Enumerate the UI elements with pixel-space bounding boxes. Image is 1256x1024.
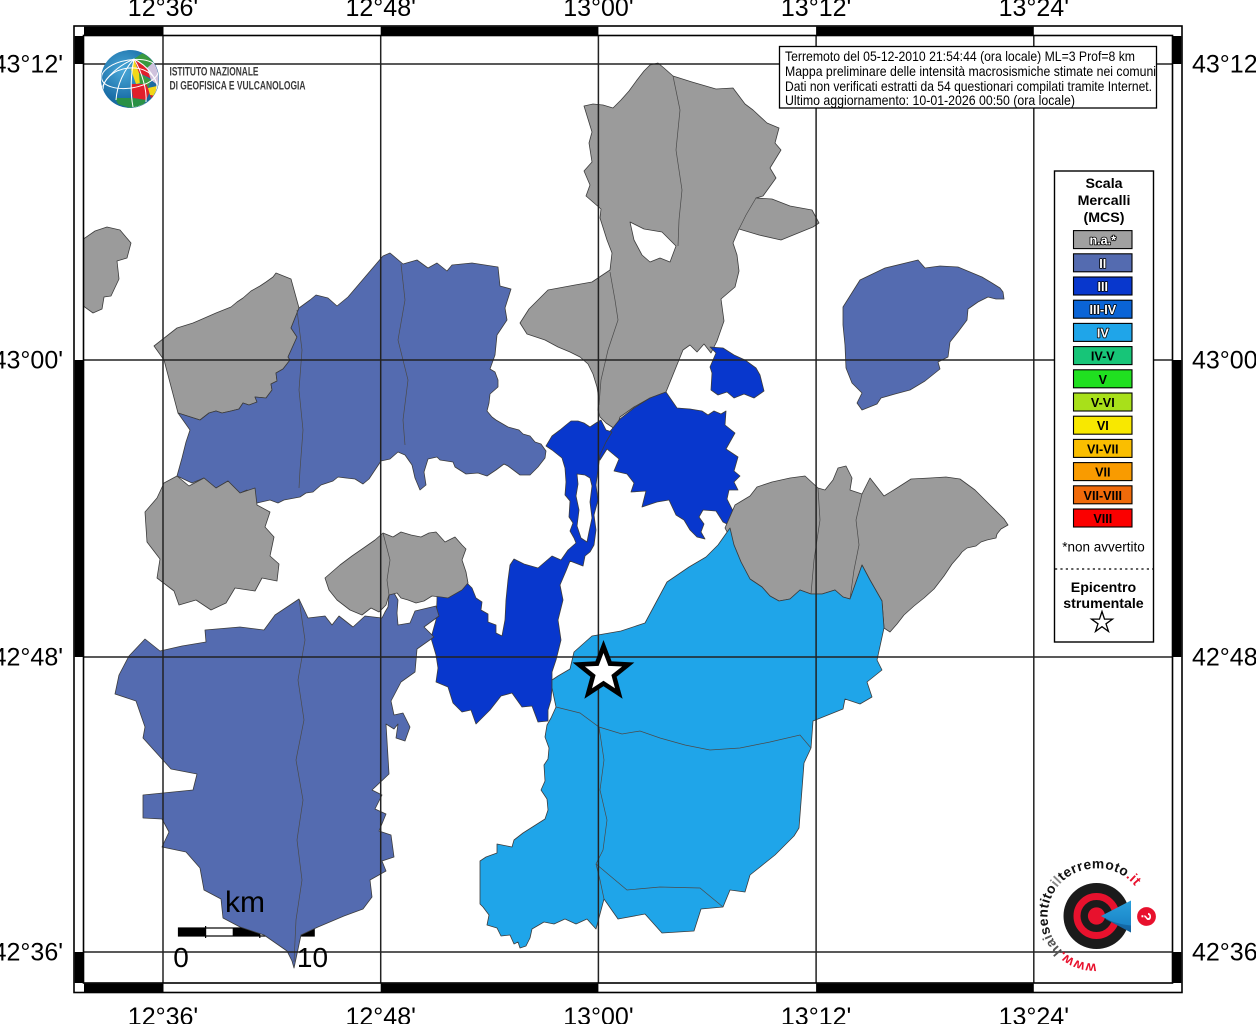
svg-text:12°48': 12°48' [346,0,416,22]
svg-text:Epicentro: Epicentro [1071,580,1137,596]
svg-text:Mercalli: Mercalli [1078,193,1131,209]
svg-text:13°00': 13°00' [563,0,633,22]
svg-text:VII: VII [1095,466,1110,480]
svg-text:12°36': 12°36' [128,1003,198,1024]
svg-text:Ultimo aggiornamento: 10-01-20: Ultimo aggiornamento: 10-01-2026 00:50 (… [785,92,1075,108]
svg-text:Scala: Scala [1085,176,1122,192]
svg-text:V: V [1099,373,1108,387]
svg-text:10: 10 [297,942,328,973]
svg-text:13°12': 13°12' [781,0,851,22]
svg-text:IV-V: IV-V [1091,350,1115,364]
svg-text:II: II [1099,257,1106,271]
svg-text:13°12': 13°12' [781,1003,851,1024]
svg-text:DI GEOFISICA E VULCANOLOGIA: DI GEOFISICA E VULCANOLOGIA [170,79,306,93]
svg-text:0: 0 [173,942,189,973]
svg-text:42°48': 42°48' [1192,644,1256,672]
svg-text:12°36': 12°36' [128,0,198,22]
svg-text:www.haisentitoilterremoto.it: www.haisentitoilterremoto.it [1035,856,1144,976]
svg-text:42°36': 42°36' [1192,939,1256,967]
svg-text:(MCS): (MCS) [1084,210,1125,226]
svg-text:42°36': 42°36' [0,939,63,967]
svg-text:V-VI: V-VI [1091,396,1115,410]
svg-text:*non avvertito: *non avvertito [1062,540,1145,555]
svg-text:Dati non verificati estratti d: Dati non verificati estratti da 54 quest… [785,78,1152,94]
svg-text:43°00': 43°00' [1192,347,1256,375]
svg-text:km: km [225,886,265,919]
svg-text:13°00': 13°00' [563,1003,633,1024]
svg-text:43°12': 43°12' [1192,51,1256,79]
svg-text:n.a.*: n.a.* [1089,234,1116,248]
svg-text:VII-VIII: VII-VIII [1084,489,1123,503]
svg-text:43°00': 43°00' [0,347,63,375]
svg-text:strumentale: strumentale [1063,596,1144,612]
svg-text:IV: IV [1097,326,1109,340]
svg-text:43°12': 43°12' [0,51,63,79]
svg-text:12°48': 12°48' [346,1003,416,1024]
svg-text:ISTITUTO NAZIONALE: ISTITUTO NAZIONALE [170,65,259,79]
svg-text:Terremoto del 05-12-2010 21:54: Terremoto del 05-12-2010 21:54:44 (ora l… [785,48,1135,64]
svg-text:VI: VI [1097,419,1109,433]
svg-text:?: ? [1139,912,1155,921]
svg-text:13°24': 13°24' [999,0,1069,22]
svg-text:VIII: VIII [1093,512,1112,526]
svg-text:III-IV: III-IV [1090,303,1117,317]
svg-text:VI-VII: VI-VII [1087,442,1119,456]
svg-text:III: III [1098,280,1109,294]
svg-text:Mappa preliminare delle intens: Mappa preliminare delle intensità macros… [785,63,1156,79]
svg-text:42°48': 42°48' [0,644,63,672]
svg-text:13°24': 13°24' [999,1003,1069,1024]
